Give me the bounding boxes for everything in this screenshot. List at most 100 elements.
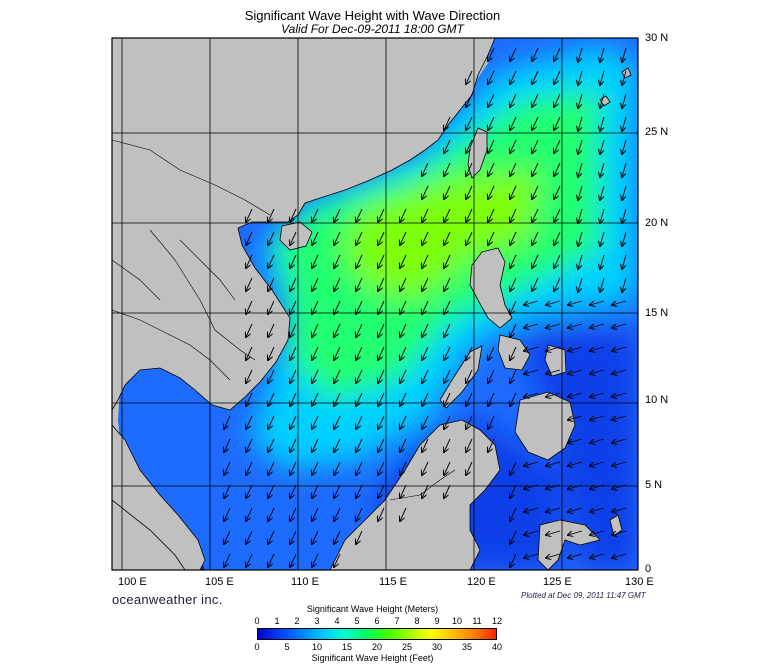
wave-direction-arrow [312, 231, 319, 245]
wave-direction-arrow [400, 415, 407, 429]
wave-direction-arrow [422, 300, 429, 314]
wave-direction-arrow [546, 300, 561, 305]
wave-direction-arrow [546, 346, 561, 351]
wave-direction-arrow [568, 392, 583, 397]
wave-direction-arrow [268, 415, 275, 429]
wave-direction-arrow [312, 277, 319, 291]
wave-direction-arrow [422, 185, 429, 199]
wave-direction-arrow [600, 254, 605, 269]
wave-direction-arrow [488, 47, 495, 61]
wave-direction-arrow [290, 461, 297, 475]
wave-direction-arrow [444, 484, 451, 498]
wave-direction-arrow [488, 116, 495, 130]
lat-label: 0 [645, 563, 652, 575]
wave-direction-arrow [488, 185, 495, 199]
wave-direction-arrow [444, 392, 451, 406]
lon-label: 100 E [118, 576, 147, 588]
wave-direction-arrow [356, 484, 363, 498]
wave-direction-arrow [224, 415, 231, 429]
legend-meters-tick: 6 [374, 616, 380, 626]
wave-direction-arrow [466, 93, 473, 107]
wave-direction-arrow [290, 438, 297, 452]
wave-direction-arrow [400, 461, 407, 475]
wave-direction-arrow [612, 415, 627, 420]
wave-direction-arrow [466, 369, 473, 383]
wave-direction-arrow [246, 208, 253, 222]
wave-direction-arrow [466, 139, 473, 153]
wave-direction-arrow [334, 553, 341, 567]
legend-meters-tick: 0 [254, 616, 260, 626]
wave-direction-arrow [554, 185, 561, 199]
luzon-island [469, 247, 513, 329]
wave-direction-arrow [546, 484, 561, 489]
legend-meters-tick: 8 [414, 616, 420, 626]
wave-direction-arrow [378, 461, 385, 475]
wave-direction-arrow [546, 530, 561, 535]
wave-direction-arrow [356, 392, 363, 406]
wave-direction-arrow [510, 254, 517, 268]
wave-direction-arrow [466, 346, 473, 360]
wave-direction-arrow [422, 461, 429, 475]
legend-meters-tick: 11 [472, 616, 482, 626]
wave-direction-arrow [510, 208, 517, 222]
wave-direction-arrow [578, 254, 583, 269]
wave-direction-arrow [246, 507, 253, 521]
wave-direction-arrow [290, 415, 297, 429]
wave-direction-arrow [268, 323, 275, 337]
wave-direction-arrow [356, 438, 363, 452]
wave-direction-arrow [400, 300, 407, 314]
wave-direction-arrow [510, 300, 517, 314]
wave-direction-arrow [590, 392, 605, 397]
wave-direction-arrow [488, 162, 495, 176]
wave-direction-arrow [578, 116, 583, 131]
wave-direction-arrow [612, 438, 627, 443]
wave-direction-arrow [334, 461, 341, 475]
wave-direction-arrow [600, 93, 605, 108]
wave-direction-arrow [488, 70, 495, 84]
legend-meters-tick: 7 [394, 616, 400, 626]
mindanao-island [514, 391, 576, 461]
wave-direction-arrow [554, 254, 561, 268]
wave-direction-arrow [466, 208, 473, 222]
wave-direction-arrow [378, 369, 385, 383]
wave-direction-arrow [378, 392, 385, 406]
wave-direction-arrow [356, 415, 363, 429]
wave-direction-arrow [568, 461, 583, 466]
wave-direction-arrow [510, 323, 517, 337]
wave-direction-arrow [312, 507, 319, 521]
wave-direction-arrow [378, 507, 385, 521]
wave-direction-arrow [312, 300, 319, 314]
wave-direction-arrow [612, 369, 627, 374]
lat-lon-grid [112, 38, 638, 570]
wave-direction-arrow [378, 300, 385, 314]
wave-direction-arrow [612, 553, 627, 558]
wave-direction-arrow [578, 277, 583, 292]
lon-label: 105 E [205, 576, 234, 588]
lat-label: 15 N [645, 307, 669, 319]
legend-feet-tick: 15 [341, 642, 353, 652]
legend-feet-tick: 20 [371, 642, 383, 652]
wave-direction-arrow [612, 507, 627, 512]
wave-direction-arrow [532, 162, 539, 176]
wave-direction-arrow [546, 323, 561, 328]
wave-direction-arrow [554, 208, 561, 222]
wave-direction-arrow [312, 208, 319, 222]
wave-direction-arrow [378, 438, 385, 452]
map-frame [111, 37, 639, 571]
wave-direction-arrow [510, 185, 517, 199]
wave-direction-arrow [356, 323, 363, 337]
wave-direction-arrow [568, 553, 583, 558]
wave-direction-arrow [334, 438, 341, 452]
wave-direction-arrow [488, 369, 495, 383]
wave-direction-arrow [444, 116, 451, 130]
lower-seas-east [520, 330, 638, 570]
wave-direction-arrow [622, 47, 627, 62]
wave-direction-arrow [444, 323, 451, 337]
wave-direction-arrow [488, 208, 495, 222]
wave-direction-arrow [356, 277, 363, 291]
wave-direction-arrow [554, 277, 561, 291]
wave-direction-arrow [568, 415, 583, 420]
wave-direction-arrow [444, 208, 451, 222]
wave-direction-arrow [422, 346, 429, 360]
wave-direction-arrow [488, 346, 495, 360]
